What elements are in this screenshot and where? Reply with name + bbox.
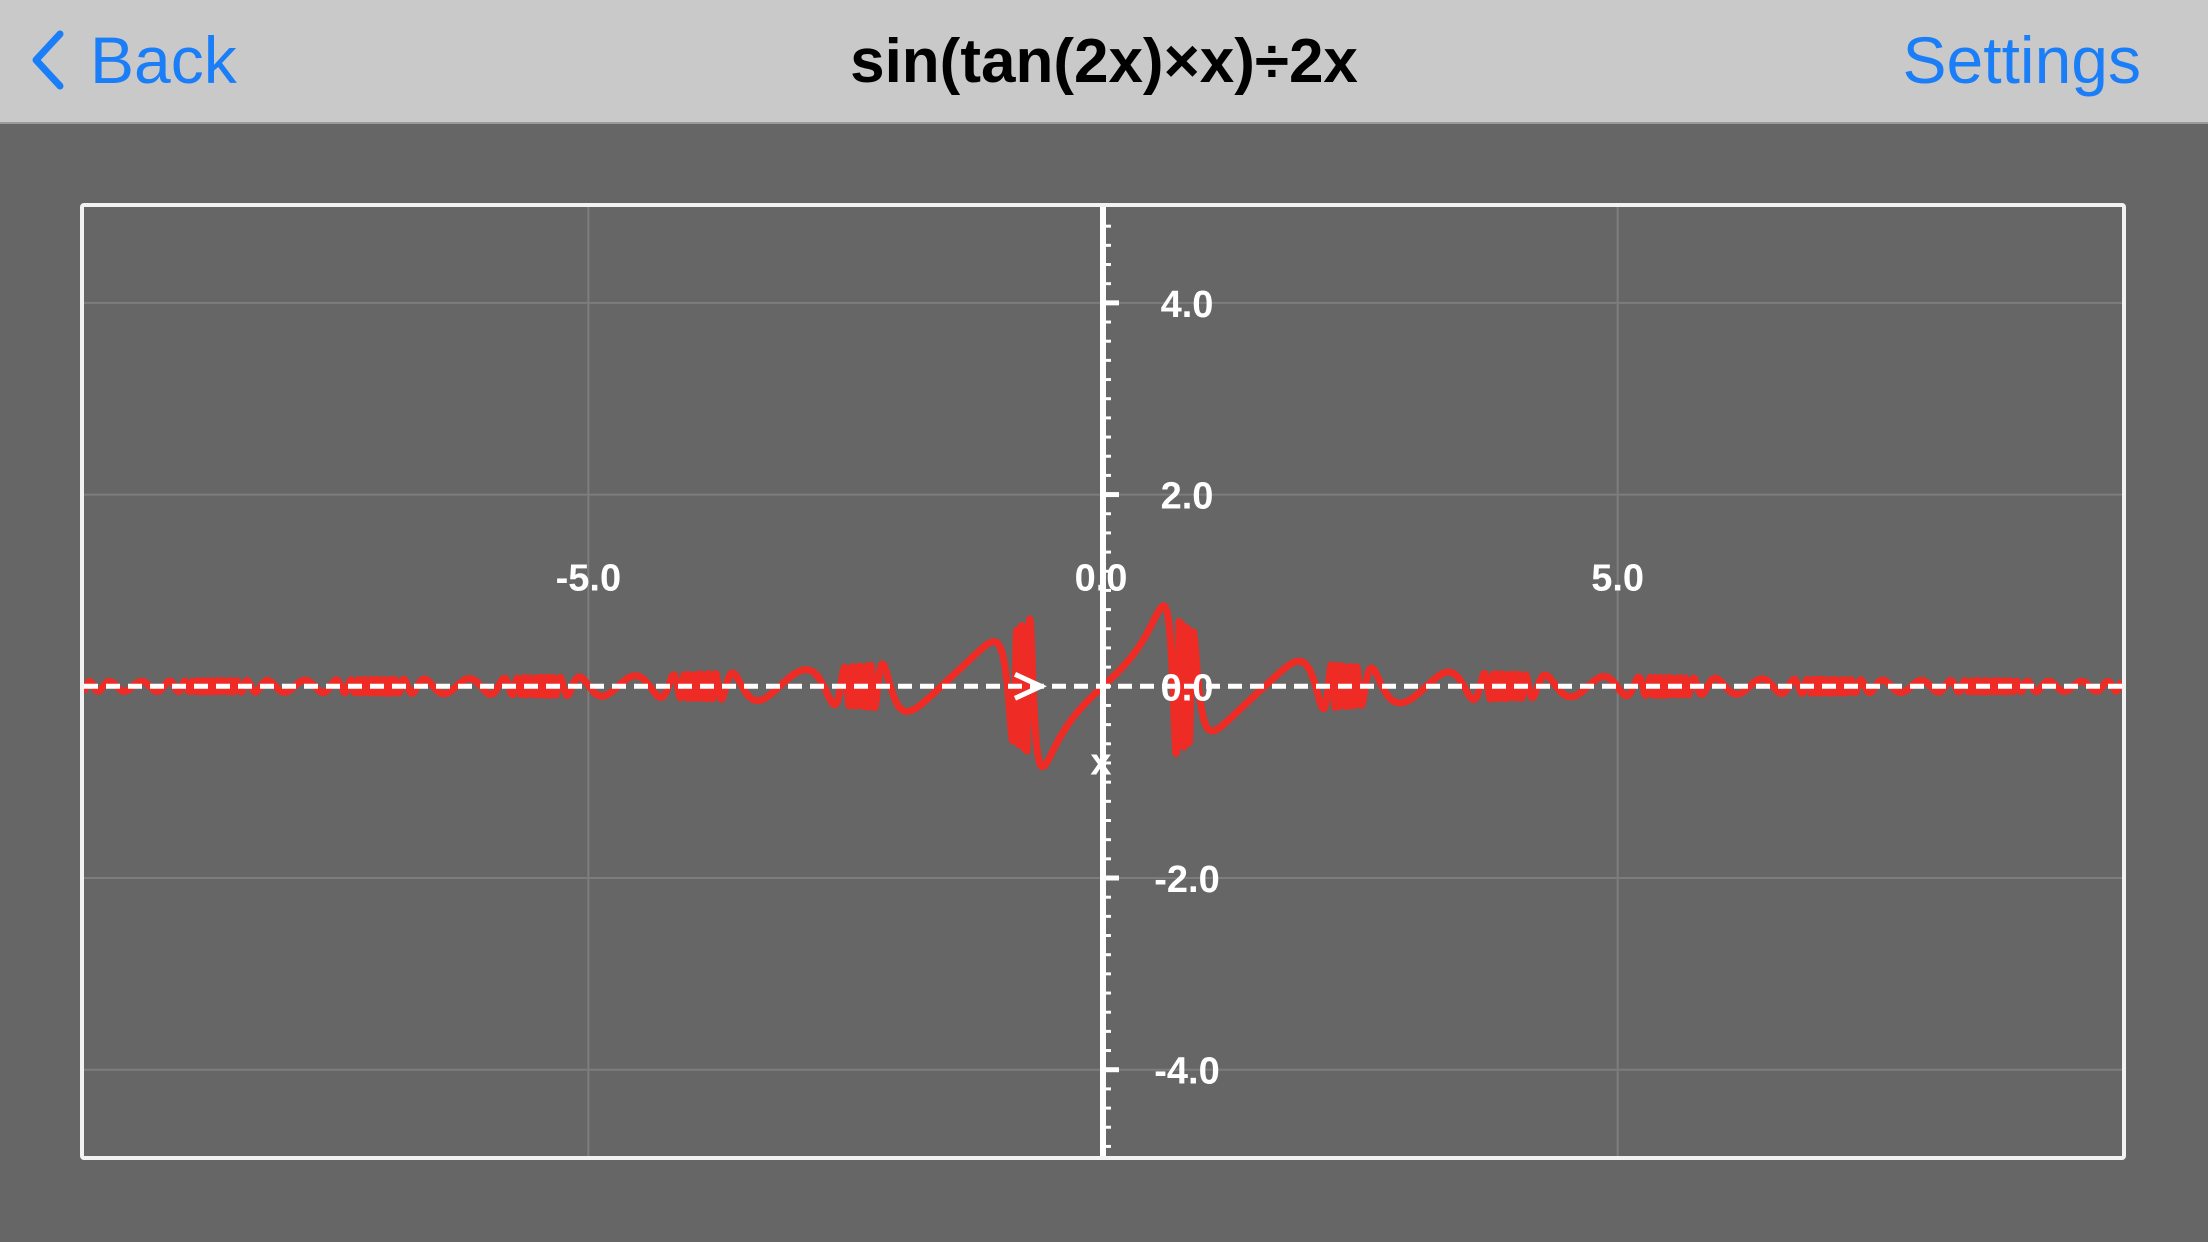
axes bbox=[84, 207, 2122, 1156]
graph-area[interactable]: -5.0 0.0 5.0 4.0 2.0 0.0 -2.0 -4.0 x bbox=[80, 203, 2126, 1160]
x-axis-arrow-icon bbox=[1013, 672, 1047, 701]
function-graph[interactable]: -5.0 0.0 5.0 4.0 2.0 0.0 -2.0 -4.0 x bbox=[84, 207, 2122, 1156]
back-label: Back bbox=[90, 23, 237, 97]
y-tick-label: 2.0 bbox=[1161, 476, 1214, 518]
page-title: sin(tan(2x)×x)÷2x bbox=[850, 26, 1358, 96]
chevron-left-icon bbox=[32, 30, 64, 90]
x-tick-label: 0.0 bbox=[1075, 557, 1128, 599]
tick-labels: -5.0 0.0 5.0 4.0 2.0 0.0 -2.0 -4.0 x bbox=[556, 284, 1644, 1093]
back-button[interactable]: Back bbox=[30, 14, 237, 106]
y-tick-label: 4.0 bbox=[1161, 284, 1214, 326]
navigation-bar: Back sin(tan(2x)×x)÷2x Settings bbox=[0, 0, 2208, 124]
y-tick-label: 0.0 bbox=[1161, 667, 1214, 709]
x-tick-label: 5.0 bbox=[1591, 557, 1644, 599]
y-tick-label: -2.0 bbox=[1154, 859, 1219, 901]
x-tick-label: -5.0 bbox=[556, 557, 621, 599]
y-tick-label: -4.0 bbox=[1154, 1051, 1219, 1093]
x-axis-name: x bbox=[1090, 741, 1111, 783]
settings-button[interactable]: Settings bbox=[1902, 23, 2141, 97]
